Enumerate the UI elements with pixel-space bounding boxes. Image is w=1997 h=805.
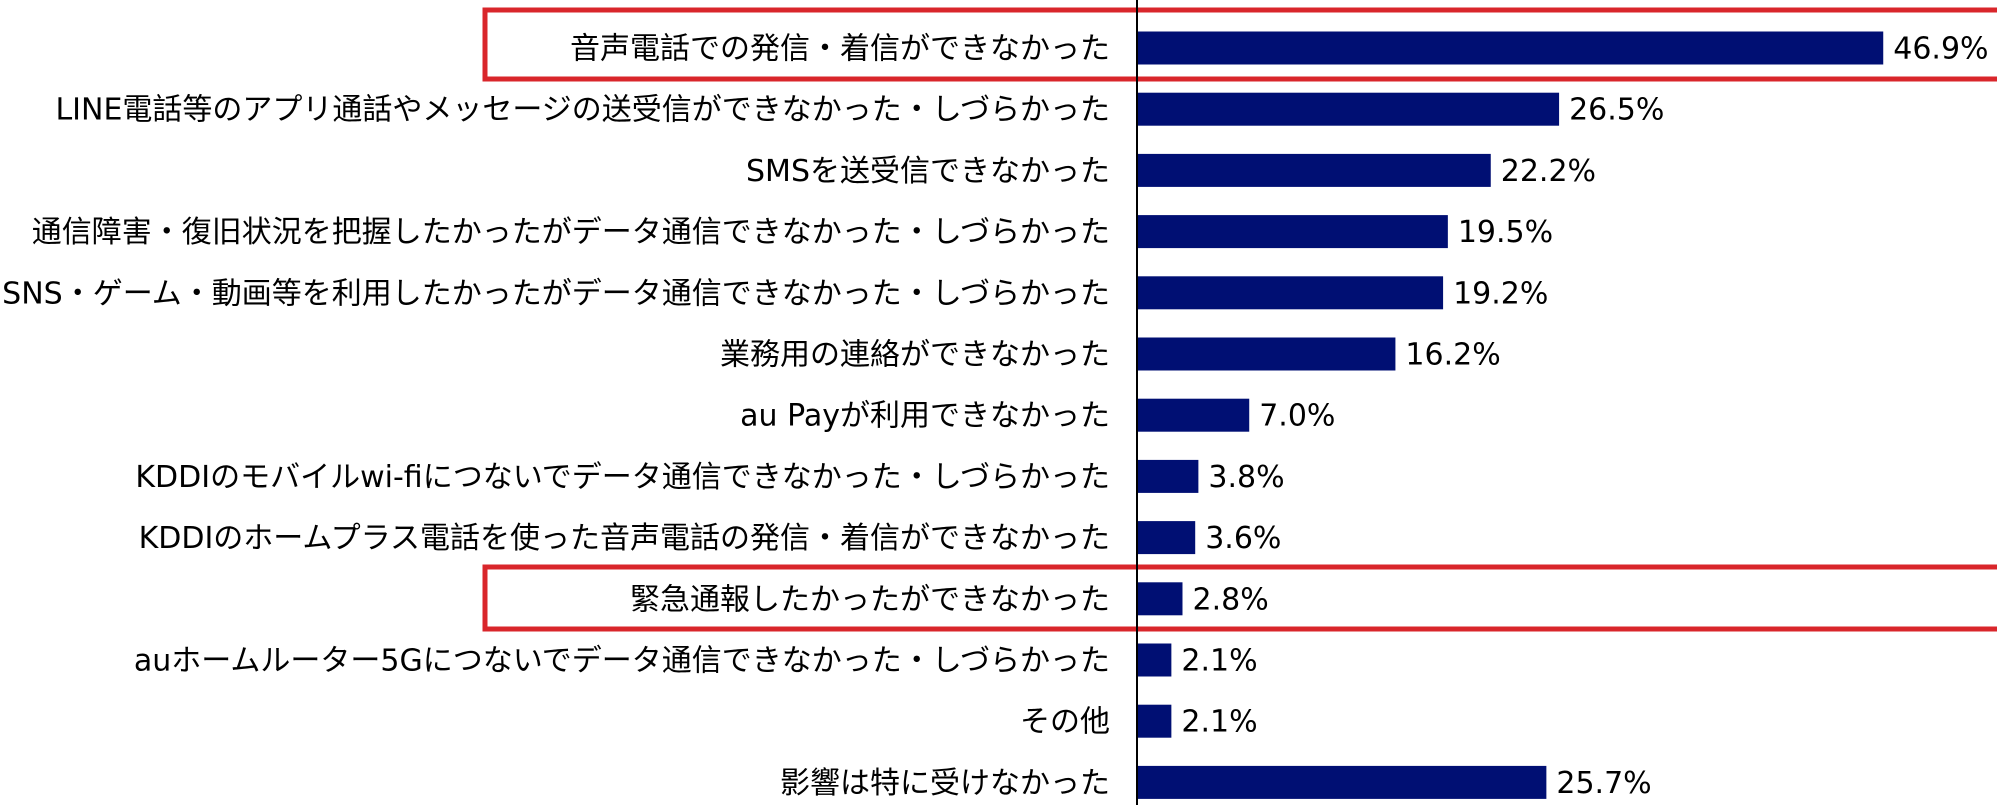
bar: [1138, 582, 1183, 616]
category-label: au Payが利用できなかった: [740, 399, 1110, 434]
highlight-box: [482, 564, 1997, 632]
value-label: 25.7%: [1556, 766, 1651, 801]
value-label: 19.2%: [1453, 276, 1548, 311]
value-label: 46.9%: [1893, 32, 1988, 67]
category-label: 緊急通報したかったができなかった: [630, 582, 1110, 617]
category-label: KDDIのホームプラス電話を使った音声電話の発信・着信ができなかった: [139, 521, 1110, 556]
value-label: 3.8%: [1208, 460, 1284, 495]
category-label: KDDIのモバイルwi-fiにつないでデータ通信できなかった・しづらかった: [135, 460, 1110, 495]
bar: [1138, 31, 1884, 65]
category-label: auホームルーター5Gにつないでデータ通信できなかった・しづらかった: [134, 644, 1110, 679]
bar: [1138, 276, 1444, 310]
value-label: 16.2%: [1405, 338, 1500, 373]
value-label: 19.5%: [1458, 215, 1553, 250]
category-label: 音声電話での発信・着信ができなかった: [570, 32, 1110, 67]
value-label: 2.1%: [1181, 644, 1257, 679]
category-label: 業務用の連絡ができなかった: [720, 338, 1110, 373]
bar: [1138, 459, 1199, 493]
bar: [1138, 337, 1396, 371]
category-label: SMSを送受信できなかった: [746, 154, 1110, 189]
category-label: 通信障害・復旧状況を把握したかったがデータ通信できなかった・しづらかった: [32, 215, 1110, 250]
bar: [1138, 153, 1491, 187]
highlight-box: [482, 7, 1997, 82]
value-label: 2.1%: [1181, 705, 1257, 740]
bar: [1138, 521, 1196, 555]
value-label: 2.8%: [1192, 582, 1268, 617]
bar: [1138, 215, 1448, 249]
category-label: LINE電話等のアプリ通話やメッセージの送受信ができなかった・しづらかった: [55, 93, 1110, 128]
category-label: SNS・ゲーム・動画等を利用したかったがデータ通信できなかった・しづらかった: [2, 276, 1110, 311]
value-label: 7.0%: [1259, 399, 1335, 434]
bar: [1138, 704, 1172, 738]
category-label: その他: [1020, 705, 1110, 740]
bar: [1138, 398, 1250, 432]
bar: [1138, 765, 1547, 799]
bar: [1138, 643, 1172, 677]
category-label: 影響は特に受けなかった: [780, 766, 1110, 801]
value-label: 22.2%: [1501, 154, 1596, 189]
bar: [1138, 92, 1560, 126]
value-label: 26.5%: [1569, 93, 1664, 128]
value-label: 3.6%: [1205, 521, 1281, 556]
